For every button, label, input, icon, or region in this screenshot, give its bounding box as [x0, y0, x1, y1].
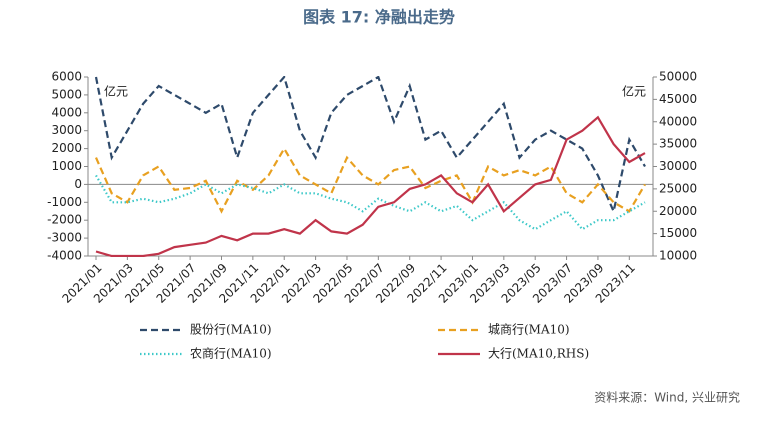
chart-title: 图表 17: 净融出走势: [303, 8, 455, 27]
series-line: [94, 146, 646, 214]
y2-tick-label: 45000: [659, 92, 697, 106]
source-note: 资料来源：Wind, 兴业研究: [594, 390, 740, 405]
plot-area: [94, 76, 646, 257]
y-tick-label: 5000: [51, 87, 82, 101]
series-line: [95, 115, 646, 257]
y-tick-label: 6000: [51, 70, 82, 84]
y2-tick-label: 15000: [659, 226, 697, 240]
y2-tick-label: 40000: [659, 114, 697, 128]
y-tick-label: 1000: [51, 159, 82, 173]
y2-tick-label: 20000: [659, 204, 697, 218]
legend-label: 大行(MA10,RHS): [488, 347, 589, 361]
series-line: [94, 76, 646, 215]
legend-label: 城商行(MA10): [488, 322, 570, 337]
legend-label: 股份行(MA10): [190, 323, 272, 337]
y-tick-label: 2000: [51, 141, 82, 155]
y2-tick-label: 10000: [659, 249, 697, 263]
series-line: [95, 174, 646, 231]
y-axis-label: 亿元: [104, 84, 128, 99]
y-tick-label: -1000: [47, 195, 82, 209]
y2-tick-label: 35000: [659, 137, 697, 151]
y2-axis-label: 亿元: [622, 84, 646, 99]
y-tick-label: 0: [74, 177, 82, 191]
y2-tick-label: 30000: [659, 159, 697, 173]
y-tick-label: -3000: [47, 231, 82, 245]
y-tick-label: 4000: [51, 105, 82, 119]
y-tick-label: -4000: [47, 249, 82, 263]
legend-label: 农商行(MA10): [190, 346, 272, 361]
y2-tick-label: 25000: [659, 181, 697, 195]
y2-tick-label: 50000: [659, 70, 697, 84]
y-tick-label: -2000: [47, 213, 82, 227]
y-tick-label: 3000: [51, 123, 82, 137]
